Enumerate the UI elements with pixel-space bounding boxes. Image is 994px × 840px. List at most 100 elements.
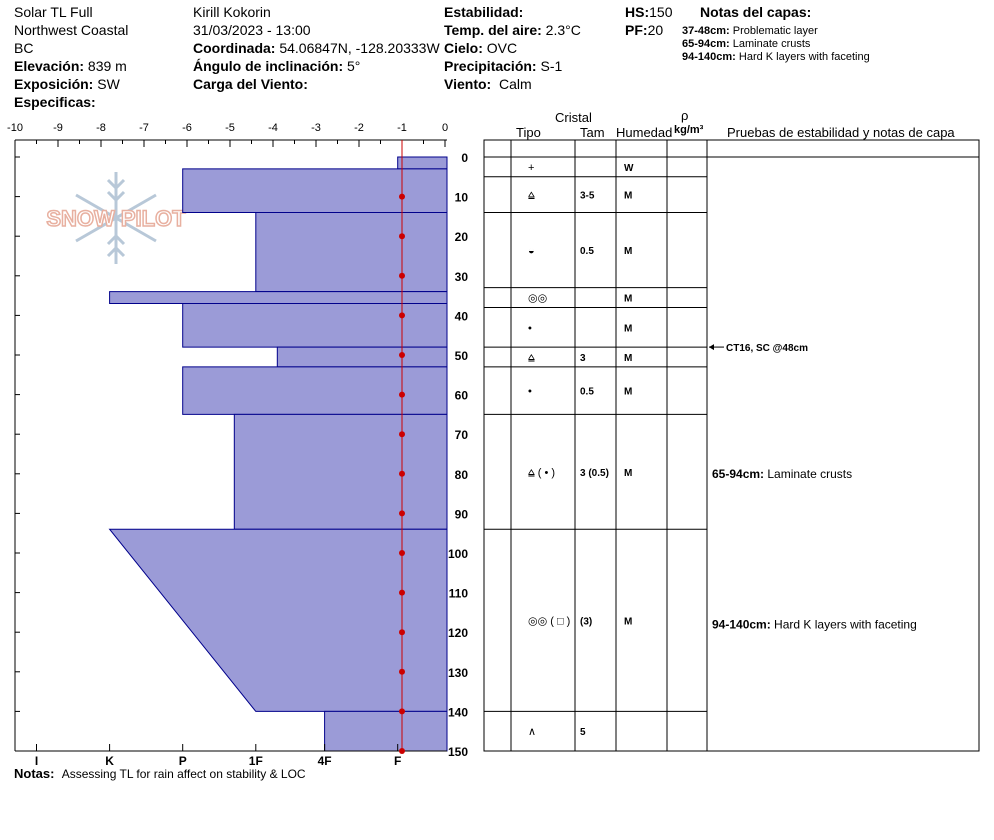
- snowpilot-logo: SNOW PILOT: [38, 170, 198, 270]
- air-temp: Temp. del aire: 2.3°C: [444, 22, 581, 38]
- layer-comment: 65-94cm: Laminate crusts: [712, 467, 852, 481]
- datetime: 31/03/2023 - 13:00: [193, 22, 311, 38]
- specifics-label: Especificas:: [14, 94, 96, 110]
- grain-type: ⩠: [528, 190, 535, 202]
- humidity-value: M: [624, 353, 632, 364]
- layer-note-text: Laminate crusts: [732, 38, 811, 50]
- hardness-layer: [182, 366, 448, 415]
- depth-tick-label: 150: [448, 745, 468, 759]
- notes-text: Assessing TL for rain affect on stabilit…: [61, 767, 306, 781]
- precipitation: Precipitación: S-1: [444, 58, 562, 74]
- sky: Cielo: OVC: [444, 40, 517, 56]
- humidity-value: M: [624, 616, 632, 627]
- notes: Notas: Assessing TL for rain affect on s…: [14, 766, 306, 781]
- humidity-value: M: [624, 387, 632, 398]
- top-tick-label: -6: [182, 122, 192, 134]
- hs-label: HS:: [625, 4, 650, 20]
- temperature-point: [399, 629, 405, 636]
- top-tick-label: -8: [96, 122, 106, 134]
- pf-value: 20: [647, 22, 664, 38]
- aspect-label: Exposición:: [14, 76, 94, 92]
- coord-label: Coordinada:: [193, 40, 276, 56]
- air-temp-label: Temp. del aire:: [444, 22, 542, 38]
- temperature-point: [399, 272, 405, 279]
- grain-size: 5: [580, 727, 586, 738]
- grain-type: ⩠: [528, 352, 535, 364]
- humidity-value: W: [624, 163, 634, 174]
- humidity-value: M: [624, 191, 632, 202]
- depth-tick-label: 140: [448, 705, 468, 719]
- top-tick-label: -9: [53, 122, 63, 134]
- grain-size: 0.5: [580, 246, 594, 257]
- depth-tick-label: 10: [455, 191, 469, 205]
- hardness-layer: [397, 156, 448, 170]
- grain-type: ◎◎: [528, 293, 547, 305]
- temperature-point: [399, 550, 405, 556]
- depth-tick-label: 90: [455, 507, 469, 521]
- crystal-header: Cristal: [555, 110, 592, 125]
- tests-header: Pruebas de estabilidad y notas de capa: [727, 125, 955, 140]
- wind-value: Calm: [498, 76, 532, 92]
- size-header: Tam: [580, 125, 605, 140]
- top-tick-label: -10: [7, 122, 23, 134]
- humidity-value: M: [624, 246, 632, 257]
- grain-size: (3): [580, 616, 592, 627]
- temperature-point: [399, 510, 405, 517]
- observer: Kirill Kokorin: [193, 4, 271, 20]
- elevation-label: Elevación:: [14, 58, 85, 74]
- temperature-point: [399, 233, 405, 240]
- hardness-tick-label: K: [105, 754, 114, 768]
- depth-tick-label: 100: [448, 547, 468, 561]
- hs: HS:150: [625, 4, 672, 20]
- notes-label: Notas:: [14, 766, 55, 781]
- layer-comment-range: 65-94cm:: [712, 467, 767, 481]
- layer-comment-text: Laminate crusts: [767, 467, 852, 481]
- wind-label: Viento:: [444, 76, 492, 92]
- layer-note-2: 65-94cm: Laminate crusts: [682, 38, 810, 50]
- top-tick-label: -5: [225, 122, 235, 134]
- top-tick-label: -2: [354, 122, 364, 134]
- grain-size: 3-5: [580, 191, 595, 202]
- layer-comment-range: 94-140cm:: [712, 617, 774, 631]
- layer-comment-text: Hard K layers with faceting: [774, 617, 917, 631]
- hardness-tick-label: 4F: [318, 754, 332, 768]
- hardness-tick-label: F: [394, 754, 401, 768]
- hardness-layer: [233, 413, 448, 530]
- layer-note-text: Problematic layer: [732, 25, 818, 37]
- hardness-tick-label: I: [35, 754, 38, 768]
- hardness-layer: [324, 710, 448, 752]
- depth-tick-label: 110: [449, 587, 469, 601]
- temperature-point: [399, 352, 405, 358]
- aspect: Exposición: SW: [14, 76, 120, 92]
- coord-value: 54.06847N, -128.20333W: [279, 40, 440, 56]
- hardness-tick-label: 1F: [249, 754, 263, 768]
- layer-table-frame: [483, 139, 980, 752]
- depth-tick-label: 50: [455, 349, 469, 363]
- temperature-point: [399, 708, 405, 715]
- top-tick-label: -7: [139, 122, 149, 134]
- pf-label: PF:: [625, 22, 648, 38]
- stability-test-arrowhead: [709, 344, 714, 351]
- precip-value: S-1: [540, 58, 563, 74]
- grain-type: •: [528, 322, 532, 334]
- layer-notes-title: Notas del capas:: [700, 4, 812, 20]
- aspect-value: SW: [97, 76, 120, 92]
- hardness-layer: [255, 211, 448, 293]
- sky-label: Cielo:: [444, 40, 483, 56]
- density-unit: kg/m³: [674, 124, 704, 136]
- grain-type: ◎◎ ( □ ): [528, 615, 570, 627]
- top-tick-label: -4: [268, 122, 278, 134]
- layer-note-3: 94-140cm: Hard K layers with faceting: [682, 51, 870, 63]
- hardness-layer: [182, 168, 448, 213]
- depth-tick-label: 130: [448, 666, 468, 680]
- layer-note-range: 37-48cm:: [682, 25, 730, 37]
- hardness-layer: [182, 303, 448, 348]
- hardness-layer: [109, 291, 448, 305]
- grain-type: ⩠ ( • ): [528, 467, 555, 479]
- depth-tick-label: 30: [455, 270, 469, 284]
- depth-tick-label: 0: [461, 151, 468, 165]
- depth-tick-label: 80: [455, 468, 469, 482]
- top-tick-label: 0: [442, 122, 448, 134]
- humidity-value: M: [624, 468, 632, 479]
